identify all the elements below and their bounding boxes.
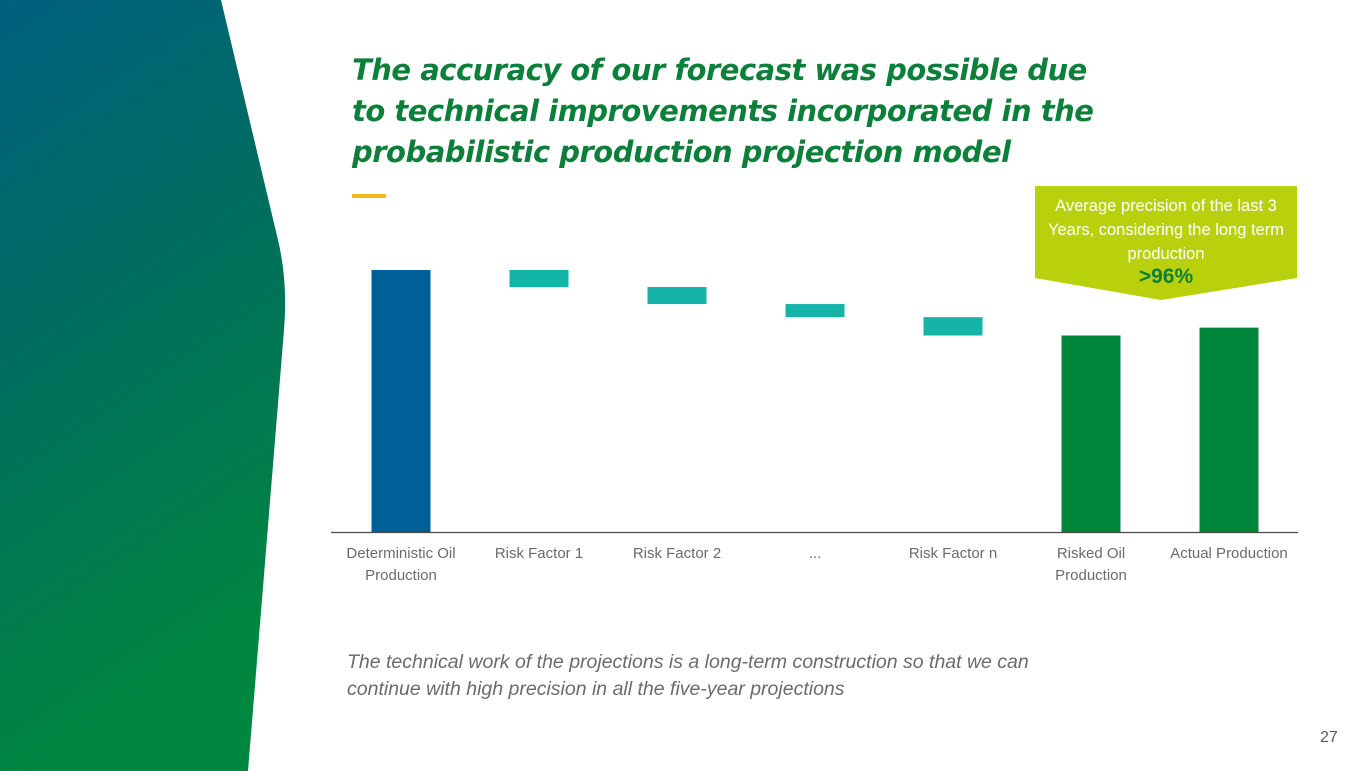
- bar-risk-factor-1: [509, 270, 569, 288]
- precision-callout: Average precision of the last 3 Years, c…: [1035, 186, 1297, 300]
- callout-value: >96%: [1138, 265, 1194, 288]
- footnote-text: The technical work of the projections is…: [347, 651, 1029, 700]
- tick-label-deterministic-oil-production: Deterministic Oil Production: [346, 545, 456, 584]
- bar-deterministic-oil-production: [371, 270, 431, 532]
- bar-actual-production: [1199, 327, 1259, 532]
- chart-bars: [371, 270, 1259, 532]
- callout-text: Average precision of the last 3 Years, c…: [1047, 197, 1285, 263]
- bar-risk-factor-n: [923, 317, 983, 336]
- page-title: The accuracy of our forecast was possibl…: [352, 53, 1094, 169]
- page-number: 27: [1320, 729, 1338, 746]
- bar-ellipsis: [785, 304, 845, 318]
- tick-label-risk-factor-2: Risk Factor 2: [632, 545, 722, 562]
- title-accent-dash: [352, 194, 386, 198]
- callout-shape: [1035, 186, 1297, 300]
- bar-risk-factor-2: [647, 287, 707, 305]
- bar-risked-oil-production: [1061, 335, 1121, 532]
- tick-label-risk-factor-n: Risk Factor n: [908, 545, 998, 562]
- decorative-side-panel: [0, 0, 286, 771]
- tick-label-risk-factor-1: Risk Factor 1: [494, 545, 584, 562]
- tick-label-ellipsis: ...: [808, 545, 822, 562]
- tick-label-actual-production: Actual Production: [1170, 545, 1288, 562]
- tick-label-risked-oil-production: Risked Oil Production: [1055, 545, 1127, 584]
